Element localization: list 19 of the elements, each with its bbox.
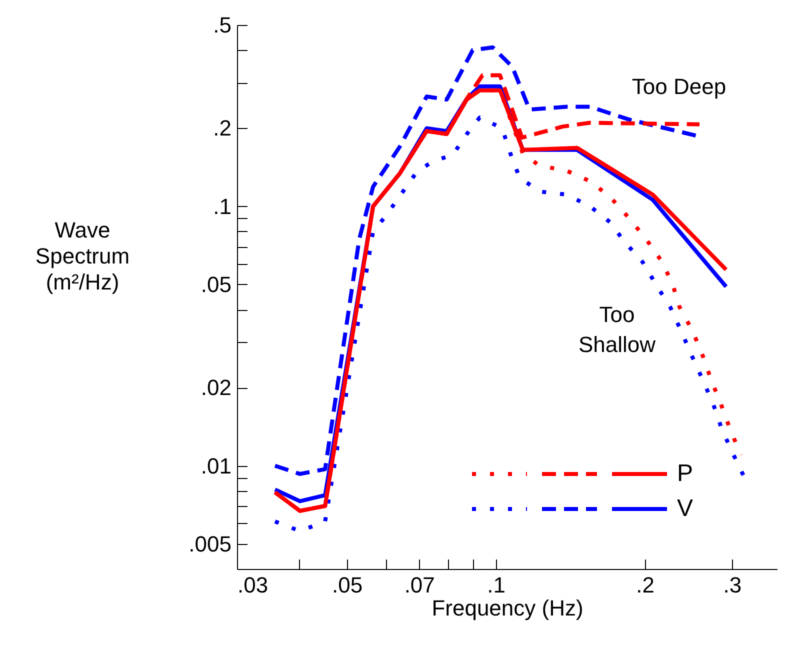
y-tick-label: .02 [200, 375, 232, 400]
y-tick-label: .005 [188, 531, 232, 556]
legend-label: P [677, 460, 694, 487]
annotation: Too Deep [632, 74, 726, 99]
x-tick-label: .03 [238, 572, 268, 598]
x-tick-label: .07 [404, 572, 435, 598]
annotation: Too Shallow [578, 302, 656, 357]
y-tick-label: .05 [200, 272, 232, 297]
x-axis-title: Frequency (Hz) [432, 596, 584, 620]
x-tick-label: .3 [723, 572, 742, 598]
y-axis-title: Wave Spectrum (m²/Hz) [35, 218, 130, 294]
y-tick-label: .5 [213, 12, 232, 38]
x-tick-label: .05 [332, 572, 363, 598]
x-tick-label: .1 [487, 572, 506, 598]
y-tick-label: .2 [213, 116, 232, 141]
legend-label: V [677, 495, 694, 522]
y-tick-label: .1 [213, 194, 232, 219]
y-tick-label: .01 [200, 453, 232, 478]
x-tick-label: .2 [636, 572, 654, 598]
